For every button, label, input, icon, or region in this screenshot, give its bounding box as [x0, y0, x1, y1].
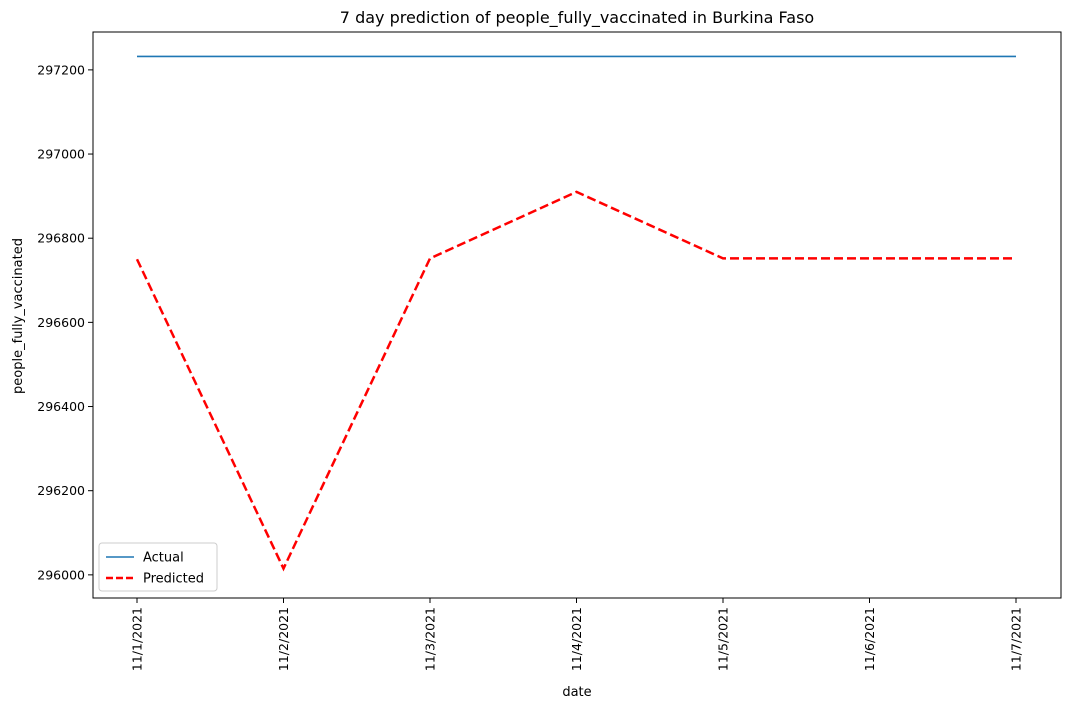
- x-tick-label: 11/1/2021: [130, 607, 145, 671]
- y-axis-label: people_fully_vaccinated: [11, 238, 26, 394]
- legend-label-actual: Actual: [143, 551, 184, 566]
- x-tick-label: 11/4/2021: [569, 607, 584, 671]
- y-tick-label: 297200: [37, 62, 85, 77]
- plot-frame: [92, 31, 1062, 599]
- x-tick-label: 11/2/2021: [276, 607, 291, 671]
- y-tick-label: 296800: [37, 231, 85, 246]
- legend-label-predicted: Predicted: [143, 572, 204, 587]
- series-line-predicted: [135, 190, 1016, 572]
- chart-title: 7 day prediction of people_fully_vaccina…: [340, 8, 814, 28]
- x-tick-label: 11/7/2021: [1009, 607, 1024, 671]
- y-tick-label: 296200: [37, 483, 85, 498]
- x-tick-label: 11/3/2021: [423, 607, 438, 671]
- y-tick-label: 297000: [37, 147, 85, 162]
- x-axis-label: date: [562, 685, 591, 700]
- y-tick-label: 296600: [37, 315, 85, 330]
- x-tick-label: 11/5/2021: [716, 607, 731, 671]
- x-tick-label: 11/6/2021: [862, 607, 877, 671]
- y-tick-label: 296400: [37, 399, 85, 414]
- y-tick-label: 296000: [37, 567, 85, 582]
